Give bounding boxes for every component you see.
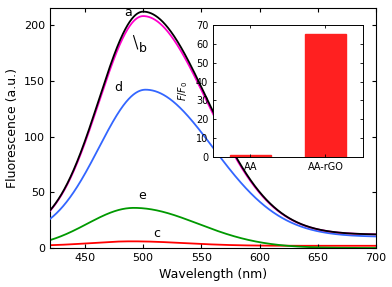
Text: b: b — [139, 42, 147, 55]
Y-axis label: Fluorescence (a.u.): Fluorescence (a.u.) — [5, 68, 18, 188]
Text: a: a — [124, 6, 132, 20]
X-axis label: Wavelength (nm): Wavelength (nm) — [159, 268, 267, 282]
Text: e: e — [138, 189, 146, 202]
Text: c: c — [154, 227, 161, 240]
Text: d: d — [115, 81, 123, 94]
